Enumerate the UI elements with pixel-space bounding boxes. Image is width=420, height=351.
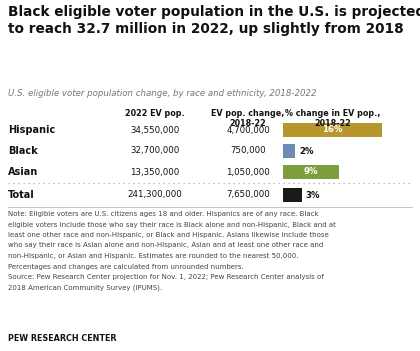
Text: % change in EV pop.,
2018-22: % change in EV pop., 2018-22 — [285, 109, 380, 128]
Text: 2018 American Community Survey (IPUMS).: 2018 American Community Survey (IPUMS). — [8, 285, 162, 291]
Text: Source: Pew Research Center projection for Nov. 1, 2022; Pew Research Center ana: Source: Pew Research Center projection f… — [8, 274, 324, 280]
Text: 1,050,000: 1,050,000 — [226, 167, 270, 177]
Text: Note: Eligible voters are U.S. citizens ages 18 and older. Hispanics are of any : Note: Eligible voters are U.S. citizens … — [8, 211, 319, 217]
Text: EV pop. change,
2018-22: EV pop. change, 2018-22 — [211, 109, 285, 128]
Text: 7,650,000: 7,650,000 — [226, 191, 270, 199]
Text: 241,300,000: 241,300,000 — [128, 191, 182, 199]
Text: 4,700,000: 4,700,000 — [226, 126, 270, 134]
Text: 13,350,000: 13,350,000 — [130, 167, 180, 177]
Text: 32,700,000: 32,700,000 — [130, 146, 180, 155]
Text: Percentages and changes are calculated from unrounded numbers.: Percentages and changes are calculated f… — [8, 264, 244, 270]
Text: Total: Total — [8, 190, 35, 200]
Text: 16%: 16% — [322, 126, 343, 134]
Text: least one other race and non-Hispanic, or Black and Hispanic. Asians likewise in: least one other race and non-Hispanic, o… — [8, 232, 329, 238]
Text: 34,550,000: 34,550,000 — [130, 126, 180, 134]
Text: eligible voters include those who say their race is Black alone and non-Hispanic: eligible voters include those who say th… — [8, 221, 336, 227]
Text: 2%: 2% — [299, 146, 314, 155]
Bar — [283, 123, 382, 137]
Text: 3%: 3% — [306, 191, 320, 199]
Text: who say their race is Asian alone and non-Hispanic, Asian and at least one other: who say their race is Asian alone and no… — [8, 243, 323, 249]
Bar — [283, 144, 295, 158]
Bar — [283, 188, 302, 202]
Text: Black: Black — [8, 146, 38, 156]
Text: 2022 EV pop.: 2022 EV pop. — [125, 109, 185, 118]
Text: 9%: 9% — [304, 167, 318, 177]
Text: U.S. eligible voter population change, by race and ethnicity, 2018-2022: U.S. eligible voter population change, b… — [8, 89, 317, 98]
Text: Asian: Asian — [8, 167, 38, 177]
Text: PEW RESEARCH CENTER: PEW RESEARCH CENTER — [8, 334, 116, 343]
Text: Black eligible voter population in the U.S. is projected
to reach 32.7 million i: Black eligible voter population in the U… — [8, 5, 420, 36]
Text: non-Hispanic, or Asian and Hispanic. Estimates are rounded to the nearest 50,000: non-Hispanic, or Asian and Hispanic. Est… — [8, 253, 299, 259]
Text: Hispanic: Hispanic — [8, 125, 55, 135]
Text: 750,000: 750,000 — [230, 146, 266, 155]
Bar — [283, 165, 339, 179]
